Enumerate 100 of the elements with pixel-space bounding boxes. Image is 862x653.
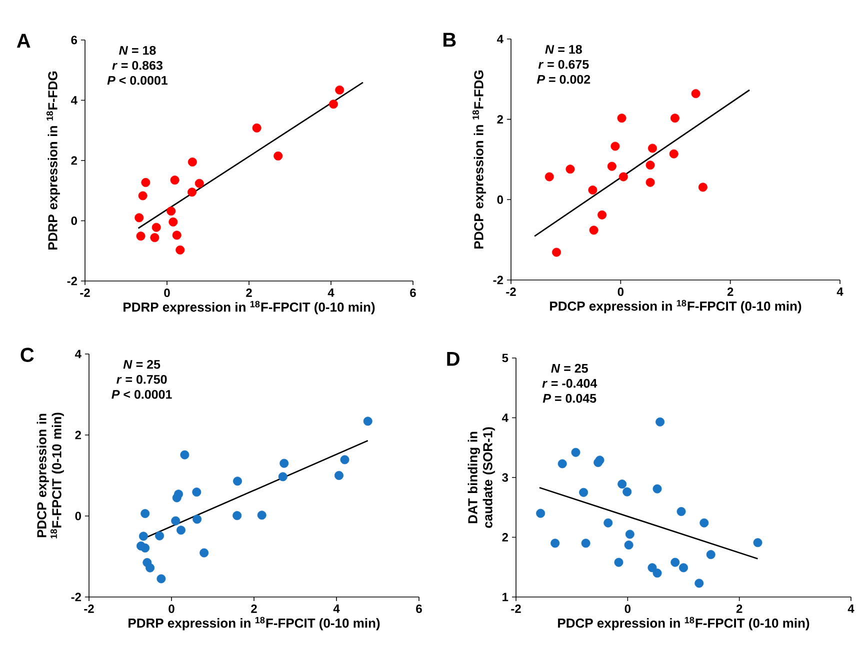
point [753,538,762,548]
point [679,563,688,572]
point [138,532,148,541]
point [618,172,628,182]
y-tick-label: 4 [502,414,508,422]
y-tick-label: -2 [71,592,81,602]
point [141,178,150,187]
annotation: N = 18 [119,46,156,55]
y-tick-label: 5 [502,354,508,362]
annotation: r = -0.404 [542,378,598,388]
point [274,151,283,160]
point [257,510,266,520]
x-tick-label: 6 [410,288,416,298]
x-tick-label: 4 [836,288,844,296]
point [694,578,704,588]
point [536,508,546,518]
y-tick-label: 0 [497,195,503,204]
x-tick-label: 4 [848,604,854,613]
point [581,538,590,548]
annotation: r = 0.750 [116,374,167,384]
y-tick-label: 0 [71,216,77,225]
point [617,114,626,123]
x-tick-label: 0 [624,604,631,614]
point [691,89,700,98]
point [648,563,657,572]
point [625,530,634,539]
point [648,144,657,153]
y-tick-label: 6 [71,36,78,44]
point [700,518,709,528]
chart-title: D [447,352,460,366]
x-tick-label: 4 [333,604,340,613]
point [328,100,338,109]
point [604,518,613,528]
point [280,458,289,468]
point [652,484,662,494]
point [614,558,624,567]
y-tick-label: 0 [75,512,81,520]
y-tick-label: 2 [75,430,81,440]
point [588,186,598,195]
x-tick-label: 2 [727,288,734,296]
x-axis-title: PDCP expression in $^{18}$F-FPCIT (0-10 min) [550,300,802,314]
point [646,178,655,187]
point [579,488,588,497]
annotation: P = 0.002 [536,74,590,84]
point [670,114,680,123]
annotation: P < 0.0001 [112,390,172,399]
point [188,188,197,197]
chart-title: A [16,34,30,48]
point [335,86,344,95]
point [698,182,708,192]
x-tick-label: 0 [168,604,174,614]
annotation: N = 18 [545,44,582,54]
x-tick-label: 2 [736,604,742,613]
y-tick-label: 4 [74,350,82,358]
point [622,487,632,496]
x-tick-label: 2 [246,288,252,297]
point [618,480,627,489]
point [233,476,242,486]
point [278,472,288,482]
y-tick-label: 1 [502,592,508,602]
point [676,507,686,516]
point [232,511,242,520]
point [174,490,184,499]
point [552,248,562,257]
point [558,459,567,468]
point [192,514,202,524]
point [156,574,166,584]
y-tick-label: -2 [493,276,503,284]
x-tick-label: 2 [251,604,257,613]
point [670,558,680,567]
point [150,233,160,242]
point [194,178,204,188]
point [188,158,197,166]
x-axis-title: PDRP expression in $^{18}$F-FPCIT (0-10 min) [128,616,380,630]
point [607,162,616,171]
point [656,417,665,426]
annotation: N = 25 [123,360,160,369]
y-axis-title: PDCP expression in $^{18}$F-FDG [472,70,486,248]
point [170,176,180,185]
point [334,470,344,480]
point [140,543,150,552]
point [652,568,662,578]
point [146,563,155,572]
x-tick-label: -2 [84,604,94,613]
point [192,488,202,497]
y-tick-label: 4 [496,34,504,44]
annotation: P = 0.045 [542,394,596,403]
x-tick-label: 0 [164,288,170,298]
y-tick-label: 2 [502,533,508,542]
annotation: r = 0.863 [112,60,162,70]
point [550,538,560,548]
point [138,191,148,200]
point [706,550,716,560]
y-tick-label: 3 [502,473,508,482]
y-tick-label: -2 [67,276,77,286]
point [136,232,146,241]
point [140,509,150,518]
point [544,172,554,182]
point [363,416,372,426]
x-tick-label: 4 [328,288,334,297]
